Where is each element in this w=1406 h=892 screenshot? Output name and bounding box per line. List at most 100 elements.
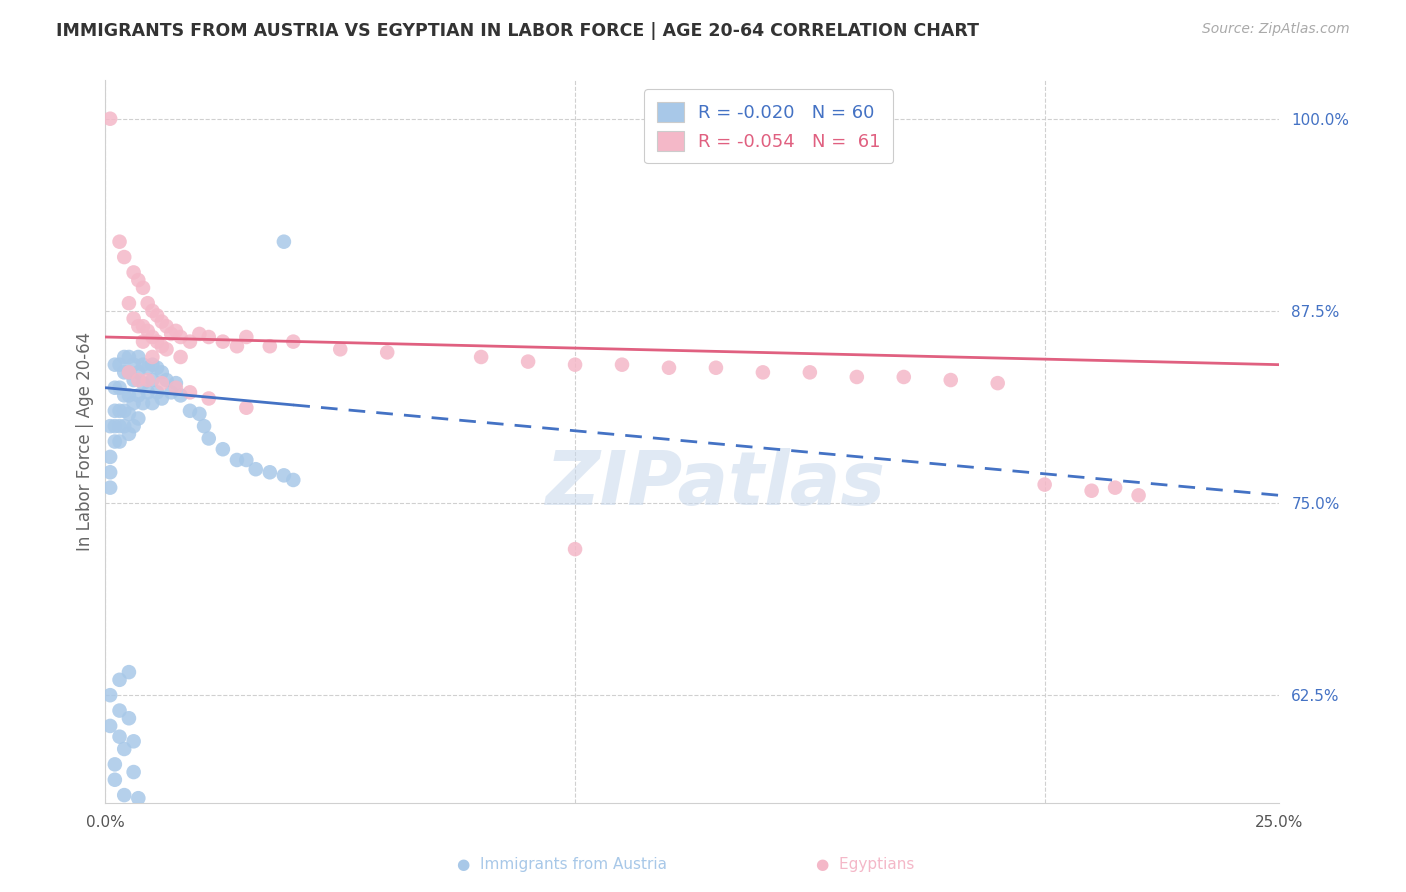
Point: [122, 734, 145, 748]
Point: [118, 365, 141, 379]
Point: [470, 350, 492, 364]
Point: [112, 788, 135, 802]
Point: [118, 388, 141, 402]
Point: [136, 324, 159, 338]
Point: [329, 343, 352, 357]
Point: [197, 392, 219, 406]
Point: [122, 358, 145, 372]
Point: [127, 365, 149, 379]
Point: [104, 404, 127, 418]
Point: [160, 385, 183, 400]
Point: [150, 365, 173, 379]
Point: [517, 354, 540, 368]
Point: [141, 304, 163, 318]
Point: [127, 791, 149, 805]
Point: [132, 358, 155, 372]
Point: [118, 365, 141, 379]
Point: [150, 392, 173, 406]
Point: [108, 434, 131, 449]
Text: IMMIGRANTS FROM AUSTRIA VS EGYPTIAN IN LABOR FORCE | AGE 20-64 CORRELATION CHART: IMMIGRANTS FROM AUSTRIA VS EGYPTIAN IN L…: [56, 22, 979, 40]
Point: [564, 358, 586, 372]
Point: [211, 334, 233, 349]
Point: [987, 376, 1010, 391]
Point: [273, 468, 295, 483]
Point: [98, 481, 121, 495]
Point: [127, 319, 149, 334]
Point: [893, 370, 915, 384]
Point: [146, 309, 169, 323]
Point: [112, 365, 135, 379]
Point: [141, 373, 163, 387]
Point: [845, 370, 868, 384]
Point: [1104, 481, 1126, 495]
Point: [122, 419, 145, 434]
Point: [118, 407, 141, 421]
Point: [259, 465, 281, 479]
Point: [197, 432, 219, 446]
Point: [146, 360, 169, 375]
Point: [108, 358, 131, 372]
Point: [179, 334, 201, 349]
Point: [112, 350, 135, 364]
Point: [226, 453, 249, 467]
Point: [283, 473, 305, 487]
Text: Source: ZipAtlas.com: Source: ZipAtlas.com: [1202, 22, 1350, 37]
Point: [108, 404, 131, 418]
Point: [98, 450, 121, 464]
Point: [165, 376, 187, 391]
Point: [273, 235, 295, 249]
Point: [104, 358, 127, 372]
Point: [104, 772, 127, 787]
Point: [155, 373, 177, 387]
Point: [104, 434, 127, 449]
Point: [112, 250, 135, 264]
Point: [108, 704, 131, 718]
Point: [704, 360, 727, 375]
Point: [122, 396, 145, 410]
Text: ●  Immigrants from Austria: ● Immigrants from Austria: [457, 857, 668, 872]
Point: [564, 542, 586, 557]
Point: [122, 311, 145, 326]
Point: [197, 330, 219, 344]
Point: [136, 360, 159, 375]
Point: [127, 350, 149, 364]
Y-axis label: In Labor Force | Age 20-64: In Labor Force | Age 20-64: [76, 332, 94, 551]
Point: [169, 330, 191, 344]
Point: [658, 360, 681, 375]
Point: [127, 388, 149, 402]
Point: [104, 419, 127, 434]
Point: [118, 665, 141, 680]
Point: [108, 673, 131, 687]
Point: [235, 401, 257, 415]
Point: [132, 376, 155, 391]
Point: [98, 112, 121, 126]
Point: [375, 345, 398, 359]
Point: [118, 296, 141, 310]
Point: [188, 326, 211, 341]
Point: [118, 426, 141, 441]
Point: [610, 358, 633, 372]
Point: [259, 339, 281, 353]
Point: [160, 326, 183, 341]
Point: [169, 388, 191, 402]
Point: [179, 385, 201, 400]
Point: [939, 373, 962, 387]
Point: [188, 407, 211, 421]
Point: [155, 319, 177, 334]
Point: [122, 765, 145, 780]
Point: [150, 315, 173, 329]
Point: [136, 296, 159, 310]
Point: [104, 381, 127, 395]
Point: [108, 381, 131, 395]
Point: [283, 334, 305, 349]
Point: [122, 265, 145, 279]
Point: [98, 419, 121, 434]
Point: [127, 411, 149, 425]
Point: [141, 396, 163, 410]
Point: [150, 339, 173, 353]
Point: [132, 281, 155, 295]
Point: [799, 365, 821, 379]
Text: ZIPatlas: ZIPatlas: [546, 449, 886, 522]
Point: [155, 343, 177, 357]
Point: [104, 757, 127, 772]
